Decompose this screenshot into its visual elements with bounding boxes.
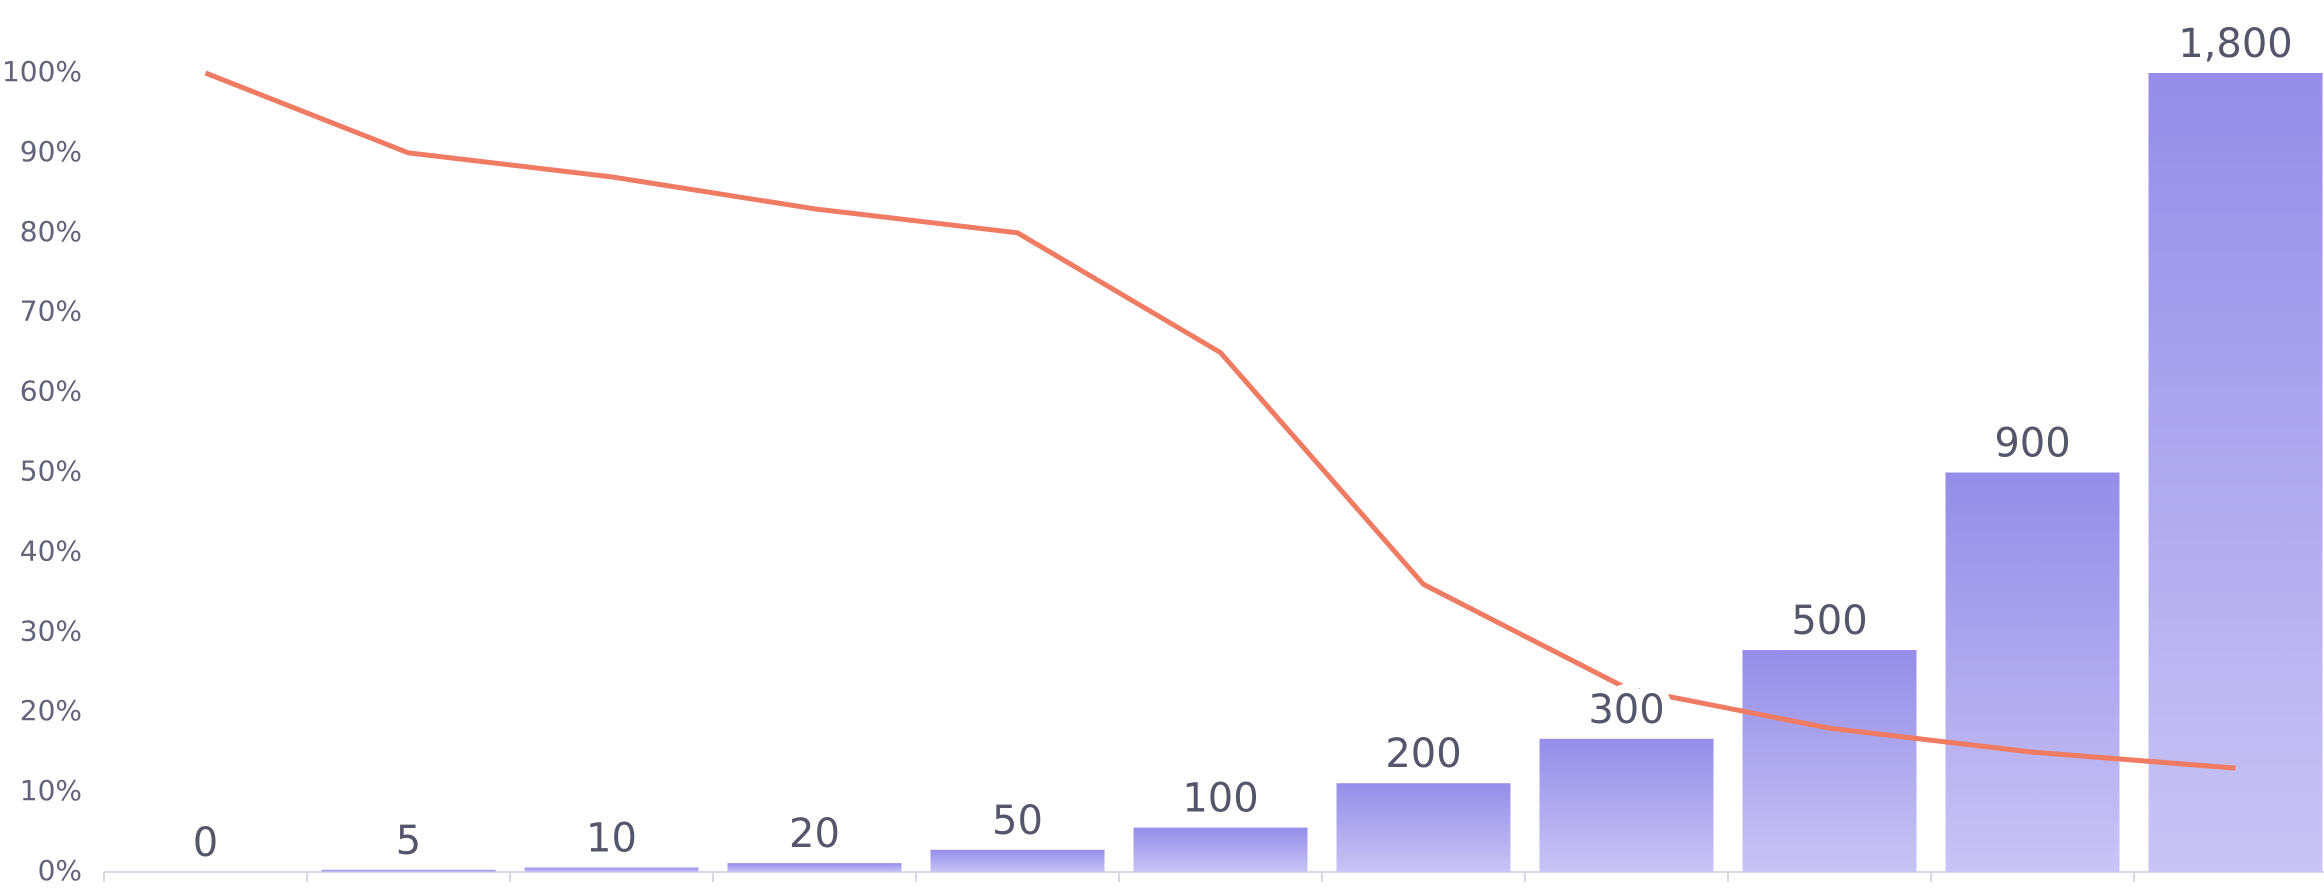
y-tick-label: 100% (2, 55, 82, 88)
y-tick-label: 90% (20, 135, 82, 168)
y-tick-label: 60% (20, 375, 82, 408)
bar (1945, 472, 2120, 872)
x-axis (103, 871, 2324, 882)
y-tick-label: 70% (20, 295, 82, 328)
bar-value-label: 10 (586, 816, 637, 862)
y-tick-label: 80% (20, 215, 82, 248)
bar-value-label: 300 (1588, 687, 1664, 733)
bar-value-label: 500 (1791, 598, 1867, 644)
bar-value-label: 50 (992, 798, 1043, 844)
bar (1742, 650, 1917, 872)
bar-value-label: 0 (193, 820, 218, 866)
y-tick-label: 20% (20, 694, 82, 727)
line-path (204, 70, 2236, 771)
bar (2148, 73, 2323, 872)
line-series (204, 70, 2236, 771)
bar-value-label: 1,800 (2178, 21, 2293, 67)
bar (524, 867, 699, 872)
y-tick-label: 30% (20, 614, 82, 647)
bar-series (321, 73, 2323, 872)
bar (930, 849, 1105, 872)
bar (1133, 827, 1308, 872)
y-tick-label: 0% (38, 854, 82, 884)
bar (321, 869, 496, 872)
bar-value-label: 200 (1385, 731, 1461, 777)
y-axis: 0% 10% 20% 30% 40% 50% 60% 70% 80% 90% 100% (2, 55, 82, 887)
bar-value-label: 5 (396, 818, 421, 864)
y-tick-label: 40% (20, 534, 82, 567)
bar (727, 863, 902, 872)
bar-value-label: 20 (789, 811, 840, 857)
bar (1539, 738, 1714, 872)
bar-value-label: 900 (1994, 421, 2070, 467)
y-tick-label: 50% (20, 455, 82, 488)
bar-value-label: 100 (1182, 776, 1258, 822)
y-tick-label: 10% (20, 774, 82, 807)
bar (1336, 783, 1511, 872)
